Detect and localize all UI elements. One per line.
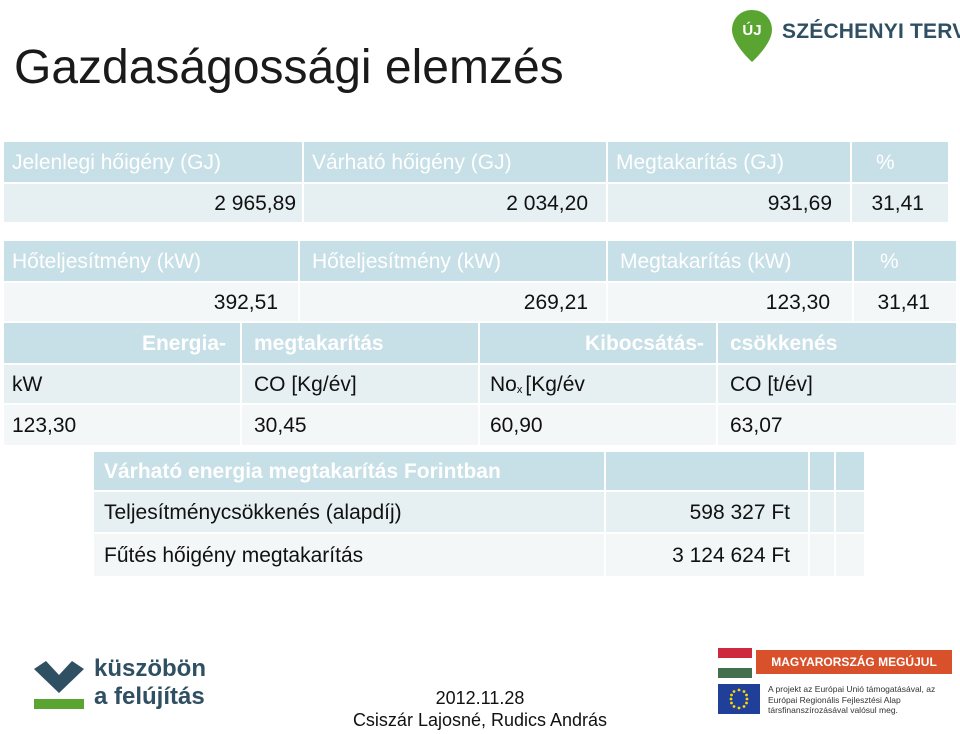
table-cell: 60,90 xyxy=(480,405,716,445)
eu-flag-icon xyxy=(718,684,760,714)
table-cell: 2 965,89 xyxy=(4,184,302,222)
nox-subscript: x xyxy=(516,383,523,396)
table-cell: 931,69 xyxy=(608,184,850,222)
table-cell: 2 034,20 xyxy=(304,184,606,222)
szechenyi-terv-logo: ÚJ SZÉCHENYI TERV xyxy=(730,6,960,66)
table-cell-empty xyxy=(836,492,864,532)
table-header-empty xyxy=(606,452,808,490)
magyarorszag-megujul-band: MAGYARORSZÁG MEGÚJUL xyxy=(756,650,952,674)
table-cell: 30,45 xyxy=(242,405,478,445)
table-header-empty xyxy=(836,452,864,490)
table-cell: 598 327 Ft xyxy=(606,492,808,532)
svg-text:ÚJ: ÚJ xyxy=(742,21,761,39)
kuszobon-logo-line1: küszöbön xyxy=(94,655,206,682)
table-header: Hőteljesítmény (kW) xyxy=(300,241,606,281)
nox-base: No xyxy=(490,372,517,396)
page-title: Gazdaságossági elemzés xyxy=(14,41,564,94)
table-header: Megtakarítás (GJ) xyxy=(608,142,850,182)
table-cell-empty xyxy=(810,492,834,532)
szechenyi-terv-text: SZÉCHENYI TERV xyxy=(782,20,960,43)
table-cell: Teljesítménycsökkenés (alapdíj) xyxy=(94,492,604,532)
hungarian-flag-icon xyxy=(718,648,752,678)
table-cell: 269,21 xyxy=(300,283,606,321)
table-subheader: kW xyxy=(4,365,240,403)
table-cell: 63,07 xyxy=(718,405,956,445)
table-cell: Fűtés hőigény megtakarítás xyxy=(94,534,604,576)
kuszobon-a-felujitas-logo: küszöbön a felújítás xyxy=(34,655,214,717)
table-header: Jelenlegi hőigény (GJ) xyxy=(4,142,302,182)
table-cell: 3 124 624 Ft xyxy=(606,534,808,576)
table-header: Várható energia megtakarítás Forintban xyxy=(94,452,604,490)
location-pin-icon: ÚJ xyxy=(732,10,772,62)
kuszobon-logo-line2: a felújítás xyxy=(94,683,205,710)
table-subheader: CO [Kg/év] xyxy=(242,365,478,403)
table-header: Megtakarítás (kW) xyxy=(608,241,852,281)
table-cell: 31,41 xyxy=(854,283,956,321)
table-cell: 31,41 xyxy=(852,184,948,222)
eu-funding-logo: MAGYARORSZÁG MEGÚJUL A projekt az Európa… xyxy=(716,646,956,722)
table-header-empty xyxy=(810,452,834,490)
table-header: megtakarítás xyxy=(242,323,478,363)
table-cell: 123,30 xyxy=(4,405,240,445)
nox-unit: [Kg/év xyxy=(525,372,585,396)
table-header: % xyxy=(852,142,948,182)
table-header: Hőteljesítmény (kW) xyxy=(4,241,298,281)
table-header: Várható hőigény (GJ) xyxy=(304,142,606,182)
table-header: csökkenés xyxy=(718,323,956,363)
table-header: Energia- xyxy=(4,323,240,363)
checkmark-house-icon xyxy=(34,661,84,709)
table-cell: 123,30 xyxy=(608,283,852,321)
table-subheader: CO [t/év] xyxy=(718,365,956,403)
table-header: Kibocsátás- xyxy=(480,323,716,363)
table-header: % xyxy=(854,241,956,281)
footer-date: 2012.11.28 xyxy=(435,688,525,708)
footer-authors: Csiszár Lajosné, Rudics András xyxy=(352,710,608,730)
table-cell-empty xyxy=(810,534,834,576)
table-cell-empty xyxy=(836,534,864,576)
table-subheader-nox: No x [Kg/év xyxy=(480,365,716,403)
kuszobon-logo-text: küszöbön a felújítás xyxy=(94,655,206,711)
table-cell: 392,51 xyxy=(4,283,298,321)
eu-funding-text: A projekt az Európai Unió támogatásával,… xyxy=(768,684,936,715)
